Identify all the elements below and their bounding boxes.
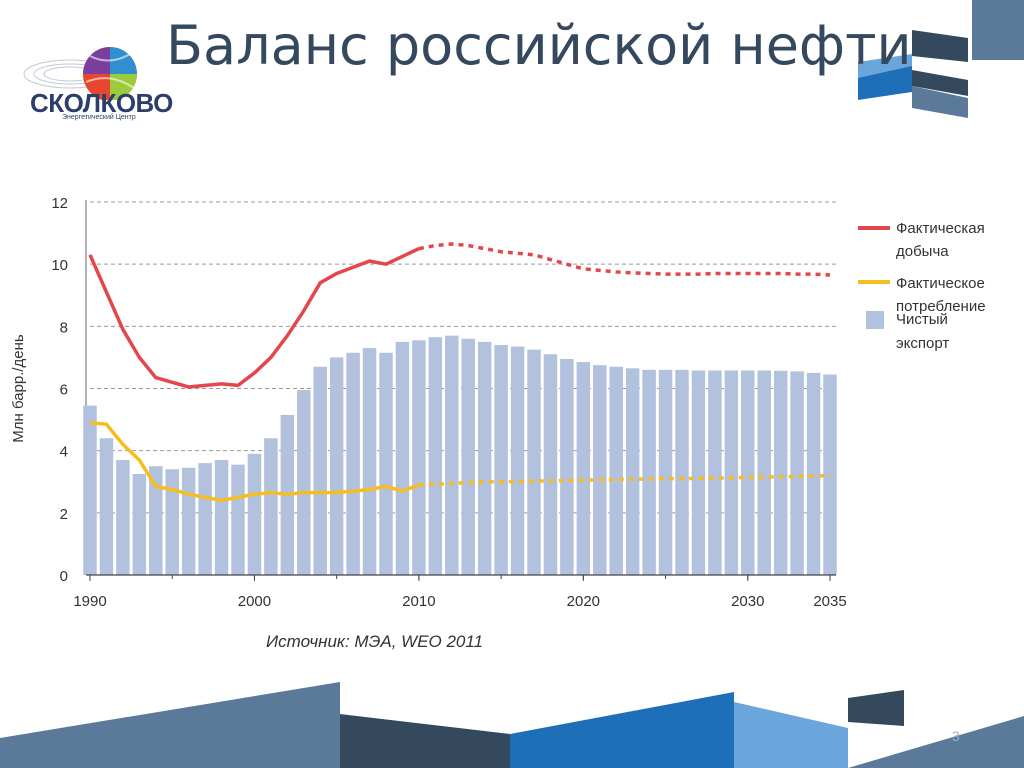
- export-bar: [247, 453, 262, 575]
- deco-top-block: [972, 0, 1024, 60]
- x-tick-label: 2010: [402, 593, 435, 610]
- export-bar: [741, 370, 755, 575]
- x-tick-label: 2030: [731, 593, 764, 610]
- legend-consumption-label: Фактическое: [896, 275, 985, 292]
- deco-bottom-light: [734, 702, 848, 768]
- page-title: Баланс российской нефти: [166, 14, 912, 77]
- y-tick-label: 0: [60, 568, 68, 585]
- export-bar: [346, 352, 360, 575]
- export-bar: [132, 473, 147, 575]
- export-bar: [510, 346, 525, 575]
- logo-subtitle: Энергетический Центр: [62, 114, 136, 121]
- y-tick-label: 6: [60, 382, 68, 399]
- export-bar: [329, 357, 344, 575]
- top-right-decoration: [858, 0, 1024, 118]
- y-tick-label: 10: [51, 257, 68, 274]
- page-number: 3: [952, 728, 960, 744]
- export-bar: [494, 344, 508, 575]
- deco-mid-bar: [912, 86, 968, 118]
- bottom-decoration: [0, 682, 1024, 768]
- production-forecast-line: [418, 242, 831, 277]
- export-bar: [724, 370, 739, 575]
- export-bar: [116, 459, 130, 575]
- export-bar: [658, 369, 673, 575]
- x-tick-label: 2000: [238, 593, 271, 610]
- export-bar: [560, 358, 574, 575]
- export-bar: [264, 438, 278, 575]
- export-bar: [790, 371, 804, 575]
- deco-dark-bar: [912, 30, 968, 62]
- oil-balance-chart: 0 2 4 6 8 10 12 Млн барр./день 1990 2000 2010 2020 2…: [10, 195, 986, 610]
- legend-export-label-2: экспорт: [896, 335, 949, 352]
- x-tick-label: 2020: [567, 593, 600, 610]
- globe-logo-icon: [23, 47, 137, 101]
- export-bar: [543, 354, 558, 575]
- export-bar: [379, 352, 393, 575]
- deco-bottom-dark-2: [848, 690, 904, 726]
- export-bar: [412, 340, 426, 575]
- consumption-actual-line: [89, 420, 420, 503]
- legend-consumption-label-2: потребление: [896, 298, 986, 315]
- export-bar: [445, 335, 459, 575]
- export-bar: [642, 369, 656, 575]
- deco-bottom-mid-2: [848, 716, 1024, 768]
- export-bar: [708, 370, 722, 575]
- source-note: Источник: МЭА, WEO 2011: [266, 632, 484, 651]
- export-bar: [806, 372, 821, 575]
- export-bar: [527, 349, 541, 575]
- logo-text: СКОЛКОВО: [30, 88, 173, 118]
- export-bar: [428, 337, 443, 575]
- legend-export-label: Чистый: [896, 311, 948, 328]
- export-bar: [675, 369, 689, 575]
- logo: [22, 20, 182, 130]
- y-tick-label: 2: [60, 506, 68, 523]
- export-bar: [165, 469, 179, 575]
- export-bar: [576, 362, 591, 575]
- export-bar: [609, 366, 623, 575]
- export-bar: [231, 464, 245, 575]
- legend-production-label-2: добыча: [896, 243, 949, 260]
- consumption-forecast-line: [418, 473, 831, 487]
- export-bar: [297, 390, 311, 575]
- y-tick-label: 12: [51, 195, 68, 212]
- x-tick-label: 2035: [813, 593, 846, 610]
- deco-bottom-blue: [510, 692, 734, 768]
- x-tick-label: 1990: [73, 593, 106, 610]
- y-tick-label: 8: [60, 319, 68, 336]
- deco-dark-bar-2: [912, 70, 968, 96]
- export-bar: [625, 368, 640, 575]
- export-bar: [757, 370, 771, 575]
- export-bar: [773, 370, 788, 575]
- deco-blue-bar: [858, 66, 912, 100]
- export-bar: [214, 459, 229, 575]
- y-tick-label: 4: [60, 444, 68, 461]
- export-bar: [198, 463, 212, 575]
- export-bar: [477, 341, 492, 575]
- legend-production-label: Фактическая: [896, 220, 985, 237]
- production-actual-line: [88, 247, 420, 389]
- export-bar: [395, 341, 410, 575]
- legend-export-swatch: [866, 311, 884, 329]
- export-bar: [823, 374, 837, 575]
- export-bar: [181, 467, 196, 575]
- export-bar: [593, 365, 607, 575]
- export-bar: [149, 466, 163, 575]
- deco-bottom-dark: [340, 714, 510, 768]
- deco-bottom-mid: [0, 682, 340, 768]
- export-bar: [83, 405, 97, 575]
- export-bar: [99, 438, 114, 575]
- export-bar: [313, 366, 327, 575]
- y-axis-label: Млн барр./день: [10, 334, 27, 443]
- export-bar: [461, 338, 475, 575]
- export-bar: [362, 348, 377, 575]
- export-bar: [691, 370, 706, 575]
